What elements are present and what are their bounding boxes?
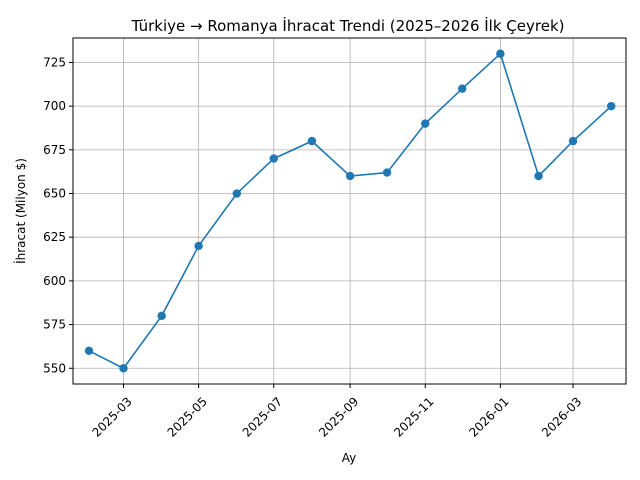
x-tick-label: 2026-03 (539, 394, 584, 439)
data-point (84, 346, 94, 355)
data-point (269, 154, 278, 163)
x-tick-label: 2025-09 (316, 394, 361, 439)
data-point (232, 189, 242, 198)
data-point (345, 171, 355, 181)
x-tick-label: 2026-01 (466, 394, 511, 439)
data-point (157, 311, 166, 321)
chart-title: Türkiye → Romanya İhracat Trendi (2025–2… (131, 16, 565, 35)
data-point (119, 364, 128, 373)
y-tick-label: 550 (43, 361, 66, 375)
data-point (457, 84, 467, 93)
data-point (607, 101, 616, 111)
x-axis: 2025-03 2025-05 2025-07 2025-09 2025-11 2026-… (89, 384, 584, 440)
x-tick-label: 2025-05 (165, 394, 210, 439)
data-point (568, 136, 578, 146)
y-axis: 550 575 600 625 650 675 700 725 (43, 55, 73, 375)
y-tick-label: 625 (43, 230, 66, 244)
y-tick-label: 600 (43, 274, 66, 288)
data-point (496, 49, 505, 58)
y-tick-label: 575 (43, 318, 66, 332)
series (84, 49, 616, 373)
data-point (194, 241, 203, 251)
y-tick-label: 725 (43, 55, 66, 69)
x-axis-label: Ay (342, 451, 357, 465)
x-tick-label: 2025-07 (240, 394, 285, 439)
x-tick-label: 2025-03 (89, 394, 134, 439)
y-tick-label: 650 (43, 187, 66, 201)
data-point (382, 168, 392, 177)
plot-area (72, 37, 627, 385)
y-axis-label: İhracat (Milyon $) (13, 158, 28, 264)
x-tick-label: 2025-11 (391, 394, 436, 439)
grid (73, 38, 626, 384)
data-point (307, 136, 317, 146)
y-tick-label: 700 (43, 99, 66, 113)
data-point (421, 119, 430, 128)
y-tick-label: 675 (43, 143, 66, 157)
data-point (534, 171, 543, 181)
